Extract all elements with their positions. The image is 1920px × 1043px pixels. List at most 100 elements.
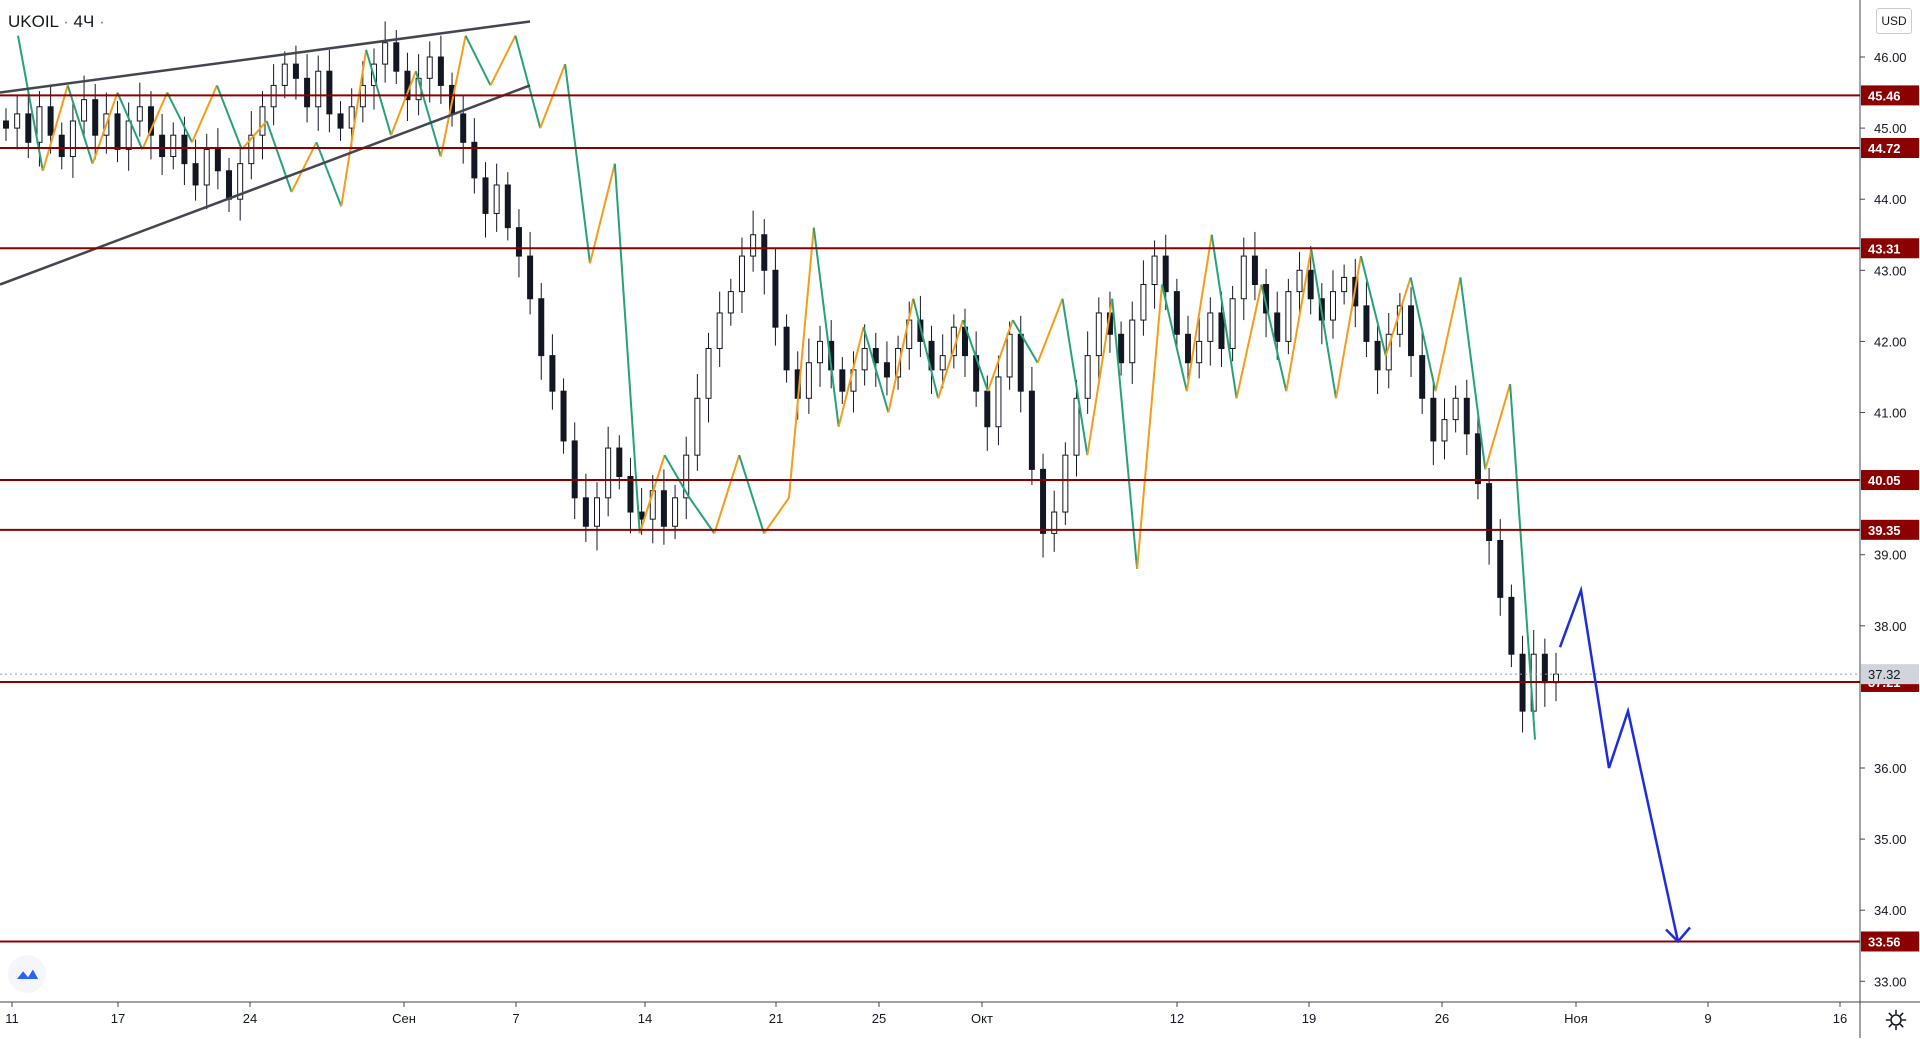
y-tick-label: 43.00 <box>1874 263 1907 278</box>
level-label-bg <box>1861 238 1919 259</box>
candle-body <box>248 134 255 165</box>
zigzag-segment <box>1459 277 1487 470</box>
zigzag-segment <box>887 298 915 413</box>
candle-body <box>315 70 322 108</box>
candle-body <box>1441 419 1448 442</box>
candle-body <box>226 170 233 200</box>
zigzag-segment <box>41 85 69 172</box>
candle-body <box>1374 340 1381 371</box>
x-tick-label: 9 <box>1704 1011 1711 1026</box>
candle-body <box>1084 355 1091 399</box>
zigzag-segment <box>1359 255 1387 356</box>
x-tick-label: 19 <box>1302 1011 1316 1026</box>
candle-body <box>1140 284 1147 321</box>
zigzag-segment <box>1111 298 1139 570</box>
forecast-path <box>1558 585 1680 942</box>
symbol-title[interactable]: UKOIL · 4Ч · <box>8 12 105 32</box>
zigzag-segment <box>837 326 865 427</box>
candle-body <box>259 106 266 136</box>
currency-badge[interactable]: USD <box>1876 8 1912 34</box>
candle-body <box>69 120 76 158</box>
candle-body <box>1508 596 1515 655</box>
zigzag-segment <box>116 92 144 150</box>
zigzag-segment <box>66 85 94 164</box>
y-tick-label: 41.00 <box>1874 406 1907 421</box>
candle-body <box>716 312 723 350</box>
zigzag-segment <box>613 163 641 534</box>
candle-body <box>672 497 679 527</box>
tradingview-logo-icon[interactable] <box>8 955 46 993</box>
candle-body <box>1151 255 1158 286</box>
zigzag-segment <box>1409 277 1437 392</box>
level-label-bg <box>1861 470 1919 491</box>
candle-body <box>727 291 734 314</box>
candle-body <box>136 106 143 122</box>
zigzag-segment <box>663 454 691 499</box>
level-label: 40.05 <box>1868 473 1901 488</box>
level-label: 33.56 <box>1868 934 1901 949</box>
candle-body <box>1095 312 1102 357</box>
candle-body <box>14 113 21 129</box>
candle-body <box>805 362 812 399</box>
candle-body <box>750 234 757 257</box>
zigzag-segment <box>414 70 442 157</box>
candle-body <box>560 390 567 442</box>
level-label: 45.46 <box>1868 88 1901 103</box>
candle-body <box>1207 312 1214 342</box>
zigzag-segment <box>1285 248 1313 392</box>
candle-body <box>192 163 199 186</box>
candle-body <box>1006 333 1013 378</box>
zigzag-segment <box>1384 277 1412 356</box>
candle-body <box>1463 397 1470 435</box>
zigzag-segment <box>166 92 193 143</box>
candle-body <box>1118 333 1125 364</box>
candle-body <box>382 42 389 65</box>
zigzag-segment <box>1434 277 1462 392</box>
candle-body <box>705 348 712 399</box>
title-separator: · <box>63 12 69 31</box>
candle-body <box>1263 284 1270 314</box>
candle-body <box>1017 333 1024 392</box>
x-tick-label: Сен <box>392 1011 416 1026</box>
zigzag-segment <box>365 49 392 136</box>
candle-body <box>1430 397 1437 442</box>
candle-body <box>1474 433 1481 485</box>
candle-body <box>437 56 444 86</box>
candle-body <box>515 227 522 257</box>
candle-body <box>25 113 32 143</box>
candle-body <box>1073 397 1080 456</box>
zigzag-segment <box>390 70 417 136</box>
y-tick-label: 39.00 <box>1874 548 1907 563</box>
candle-body <box>1296 269 1303 293</box>
candle-body <box>1329 291 1336 321</box>
y-tick-label: 35.00 <box>1874 832 1907 847</box>
candle-body <box>984 390 991 428</box>
candle-body <box>538 298 545 357</box>
candle-body <box>348 106 355 129</box>
x-tick-label: 11 <box>5 1011 19 1026</box>
zigzag-segment <box>1136 284 1163 570</box>
candle-body <box>1497 539 1504 598</box>
candle-body <box>214 148 221 172</box>
candle-body <box>839 369 846 392</box>
candle-body <box>1285 291 1292 342</box>
trendline-lower <box>0 84 531 286</box>
zigzag-segment <box>589 163 616 264</box>
gear-icon[interactable] <box>1884 1008 1908 1032</box>
x-tick-label: 14 <box>638 1011 652 1026</box>
candle-body <box>281 63 288 86</box>
candle-body <box>1040 468 1047 534</box>
candle-body <box>638 511 645 520</box>
candle-body <box>181 134 188 165</box>
zigzag-segment <box>713 454 741 534</box>
zigzag-segment <box>564 63 591 264</box>
y-tick-label: 36.00 <box>1874 761 1907 776</box>
candle-body <box>114 113 121 150</box>
zigzag-segment <box>787 227 815 498</box>
zigzag-segment <box>912 298 940 399</box>
candle-body <box>1274 312 1281 342</box>
candle-body <box>1196 340 1203 364</box>
zigzag-segment <box>1335 255 1362 399</box>
